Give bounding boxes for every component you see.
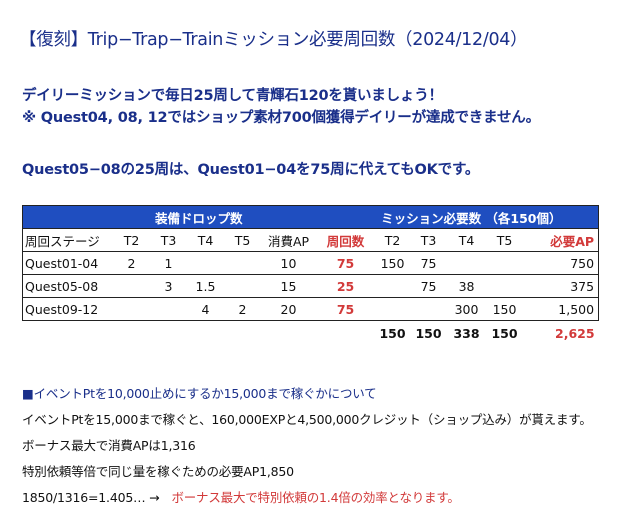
note-efficiency: 1850/1316=1.405… → ボーナス最大で特別依頼の1.4倍の効率となり…: [22, 487, 460, 506]
table-row: Quest05-08 3 1.5 15 25 75 38 375: [22, 274, 600, 298]
cell-req-ap: 750: [522, 251, 600, 275]
cell-req-t4: [446, 251, 487, 275]
cell-t4: [186, 251, 225, 275]
cell-t4: 4: [186, 297, 225, 321]
total-t2: 150: [379, 325, 406, 341]
band-equipment-drops: 装備ドロップ数: [21, 205, 317, 229]
header-t2: T2: [112, 228, 151, 252]
cell-req-t2: 150: [374, 251, 411, 275]
cell-req-t5: 150: [486, 297, 523, 321]
total-t3: 150: [415, 325, 442, 341]
cell-t5: [224, 274, 261, 298]
cell-req-t5: [486, 274, 523, 298]
header-req-ap: 必要AP: [522, 228, 600, 252]
table-header-row: 周回ステージ T2 T3 T4 T5 消費AP 周回数 T2 T3 T4 T5 …: [22, 228, 600, 252]
cell-runs: 25: [316, 274, 375, 298]
cell-ap-cost: 15: [260, 274, 317, 298]
cell-t5: 2: [224, 297, 261, 321]
header-t5: T5: [224, 228, 261, 252]
cell-t3: 1: [150, 251, 187, 275]
header-t3: T3: [150, 228, 187, 252]
table-row: Quest09-12 4 2 20 75 300 150 1,500: [22, 297, 600, 321]
header-stage: 周回ステージ: [22, 228, 113, 252]
note-bonus-ap: ボーナス最大で消費APは1,316: [22, 438, 196, 453]
cell-runs: 75: [316, 297, 375, 321]
header-runs: 周回数: [316, 228, 375, 252]
cell-runs: 75: [316, 251, 375, 275]
cell-t3: 3: [150, 274, 187, 298]
header-req-t3: T3: [410, 228, 447, 252]
cell-req-t4: 38: [446, 274, 487, 298]
header-req-t4: T4: [446, 228, 487, 252]
cell-t5: [224, 251, 261, 275]
cell-req-t4: 300: [446, 297, 487, 321]
note-reward: イベントPtを15,000まで稼ぐと、160,000EXPと4,500,000ク…: [22, 412, 592, 427]
page-title: 【復刻】Trip−Trap−Trainミッション必要周回数（2024/12/04…: [19, 30, 528, 50]
cell-stage: Quest01-04: [22, 251, 113, 275]
cell-t2: [112, 274, 151, 298]
table-row: Quest01-04 2 1 10 75 150 75 750: [22, 251, 600, 275]
cell-t3: [150, 297, 187, 321]
efficiency-formula: 1850/1316=1.405… →: [22, 490, 160, 505]
note-request-ap: 特別依頼等倍で同じ量を稼ぐための必要AP1,850: [22, 464, 294, 479]
cell-t2: 2: [112, 251, 151, 275]
header-ap-cost: 消費AP: [260, 228, 317, 252]
cell-stage: Quest05-08: [22, 274, 113, 298]
intro-line-note: ※ Quest04, 08, 12ではショップ素材700個獲得デイリーが達成でき…: [22, 110, 540, 126]
cell-req-t3: 75: [410, 274, 447, 298]
header-t4: T4: [186, 228, 225, 252]
cell-req-t2: [374, 274, 411, 298]
table-band-row: 装備ドロップ数 ミッション必要数 （各150個）: [21, 205, 600, 229]
cell-req-ap: 375: [522, 274, 600, 298]
band-mission-required: ミッション必要数 （各150個）: [316, 205, 600, 229]
cell-ap-cost: 20: [260, 297, 317, 321]
intro-line-substitute: Quest05−08の25周は、Quest01−04を75周に代えてもOKです。: [22, 162, 480, 178]
note-heading: ■イベントPtを10,000止めにするか15,000まで稼ぐかについて: [22, 386, 377, 401]
cell-req-t5: [486, 251, 523, 275]
header-req-t2: T2: [374, 228, 411, 252]
cell-ap-cost: 10: [260, 251, 317, 275]
intro-line-daily: デイリーミッションで毎日25周して青輝石120を貰いましょう！: [22, 88, 443, 104]
table-totals-row: 150 150 338 150 2,625: [23, 321, 599, 346]
efficiency-conclusion: ボーナス最大で特別依頼の1.4倍の効率となります。: [171, 490, 460, 505]
mission-table: 装備ドロップ数 ミッション必要数 （各150個） 周回ステージ T2 T3 T4…: [21, 205, 600, 346]
cell-t4: 1.5: [186, 274, 225, 298]
total-t4: 338: [453, 325, 480, 341]
cell-req-t2: [374, 297, 411, 321]
cell-t2: [112, 297, 151, 321]
total-ap: 2,625: [555, 325, 595, 341]
cell-req-t3: [410, 297, 447, 321]
header-req-t5: T5: [486, 228, 523, 252]
cell-req-t3: 75: [410, 251, 447, 275]
total-t5: 150: [491, 325, 518, 341]
cell-req-ap: 1,500: [522, 297, 600, 321]
cell-stage: Quest09-12: [22, 297, 113, 321]
